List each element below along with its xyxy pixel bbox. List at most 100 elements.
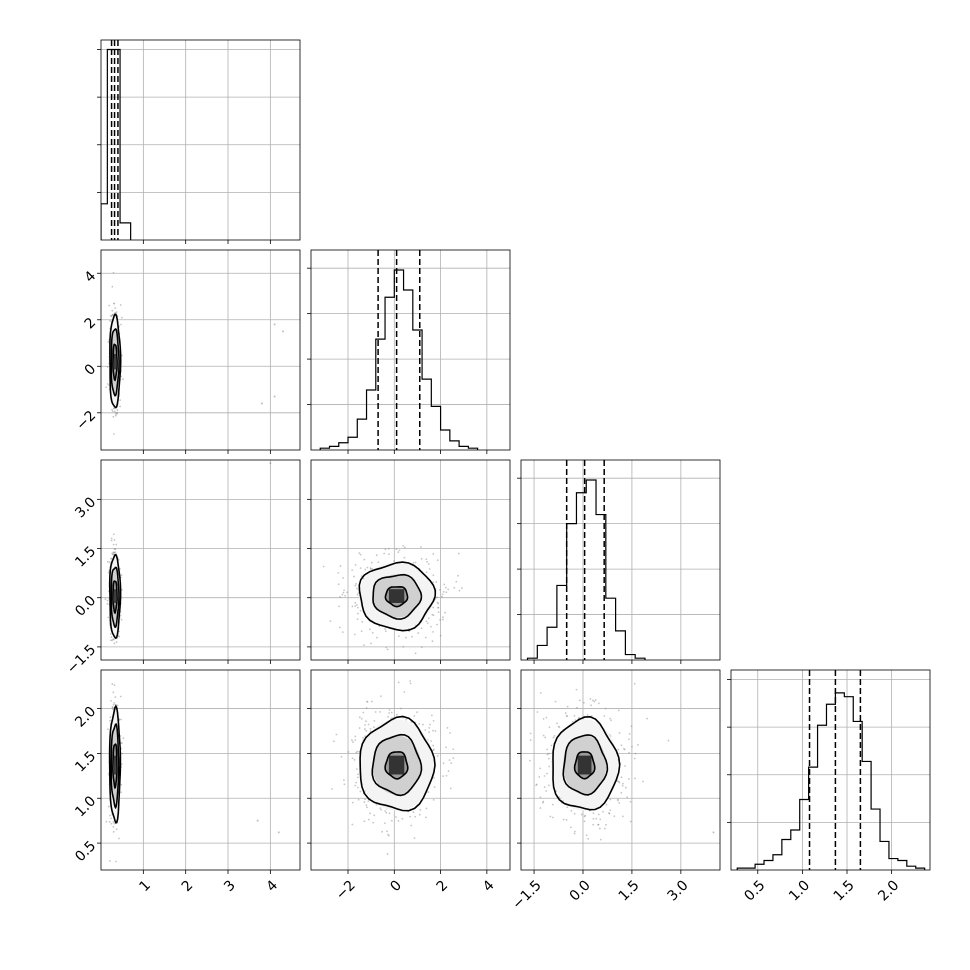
- scatter-point: [116, 411, 118, 414]
- panel-frame: [730, 669, 931, 871]
- scatter-point: [369, 628, 371, 631]
- scatter-point: [365, 720, 367, 723]
- scatter-point: [573, 812, 576, 815]
- hist-bar: [357, 419, 366, 450]
- scatter-point: [365, 729, 368, 732]
- scatter-point: [536, 711, 539, 713]
- scatter-point: [121, 354, 123, 357]
- scatter-point: [107, 340, 110, 343]
- scatter-point: [590, 715, 593, 717]
- y-tick-label: 1.5: [72, 748, 99, 775]
- scatter-point: [122, 737, 125, 740]
- x-tick-label: −1.5: [509, 877, 544, 912]
- scatter-point: [111, 706, 114, 708]
- scatter-point: [110, 315, 113, 318]
- y-tick-label: 1.0: [72, 793, 99, 820]
- panel-frame: [310, 459, 511, 661]
- hist-bar: [348, 437, 357, 450]
- hist-bar: [394, 270, 403, 450]
- scatter-point: [570, 809, 573, 812]
- scatter-point: [573, 830, 576, 833]
- scatter-point: [445, 774, 448, 777]
- scatter-point: [365, 700, 368, 703]
- scatter-point: [111, 314, 114, 316]
- scatter-point: [546, 748, 549, 751]
- scatter-point: [543, 775, 546, 777]
- scatter-point: [112, 708, 114, 711]
- contour-line: [573, 751, 596, 780]
- scatter-point: [445, 746, 447, 749]
- scatter-point: [112, 415, 115, 418]
- scatter-point: [351, 569, 354, 571]
- scatter-point: [457, 574, 459, 577]
- scatter-point: [387, 715, 389, 718]
- scatter-point: [593, 700, 596, 703]
- scatter-point: [545, 790, 548, 792]
- scatter-point: [548, 726, 551, 729]
- scatter-point: [622, 782, 624, 785]
- x-tick-label: −2: [333, 877, 359, 903]
- scatter-point: [387, 547, 390, 550]
- scatter-point: [412, 811, 415, 813]
- scatter-panel-0-3: 1 2 3 4 0.5 1.0 1.5 2.0: [72, 669, 301, 895]
- scatter-point: [580, 813, 583, 816]
- hist-bar: [791, 830, 800, 870]
- scatter-point: [367, 723, 370, 726]
- scatter-point: [425, 620, 428, 623]
- density-peak: [388, 589, 405, 603]
- hist-bar: [450, 441, 459, 450]
- scatter-point: [425, 558, 428, 561]
- outlier-point: [273, 323, 276, 326]
- scatter-point: [414, 561, 417, 564]
- scatter-point: [539, 767, 542, 770]
- scatter-point: [110, 822, 113, 825]
- scatter-point: [405, 636, 407, 639]
- scatter-point: [354, 605, 357, 608]
- scatter-point: [107, 805, 110, 808]
- scatter-point: [549, 815, 552, 818]
- hist-bar: [889, 859, 898, 870]
- scatter-point: [562, 818, 565, 821]
- contour-line: [109, 313, 122, 409]
- scatter-panel-1-2: [307, 459, 511, 664]
- scatter-point: [621, 784, 624, 787]
- scatter-point: [363, 820, 366, 823]
- scatter-point: [371, 631, 374, 634]
- scatter-point: [620, 791, 623, 794]
- scatter-point: [338, 626, 341, 629]
- y-tick-label: 0: [82, 361, 100, 379]
- scatter-point: [112, 407, 115, 410]
- scatter-point: [369, 727, 372, 730]
- scatter-point: [460, 587, 463, 589]
- scatter-point: [364, 568, 367, 571]
- scatter-point: [379, 695, 382, 698]
- scatter-point: [366, 806, 368, 809]
- scatter-point: [351, 757, 354, 760]
- contour-line: [110, 723, 120, 810]
- scatter-point: [110, 699, 113, 702]
- scatter-point: [542, 800, 545, 803]
- scatter-point: [111, 683, 114, 685]
- scatter-point: [114, 312, 116, 314]
- scatter-point: [363, 644, 365, 647]
- scatter-point: [542, 717, 545, 720]
- scatter-point: [383, 822, 386, 825]
- scatter-point: [413, 837, 416, 840]
- scatter-point: [583, 820, 586, 823]
- contour-line: [552, 715, 621, 811]
- hist-bar: [844, 697, 853, 870]
- scatter-point: [628, 751, 630, 754]
- contour-line: [358, 561, 437, 632]
- contour-line: [112, 343, 118, 382]
- scatter-point: [583, 815, 586, 818]
- scatter-point: [427, 791, 430, 794]
- scatter-point: [357, 612, 359, 615]
- hist-bar: [120, 223, 126, 240]
- scatter-point: [603, 827, 606, 830]
- scatter-point: [347, 751, 350, 753]
- scatter-point: [569, 826, 572, 829]
- scatter-point: [617, 748, 620, 751]
- scatter-point: [120, 618, 123, 621]
- scatter-point: [608, 812, 610, 814]
- scatter-point: [437, 611, 440, 614]
